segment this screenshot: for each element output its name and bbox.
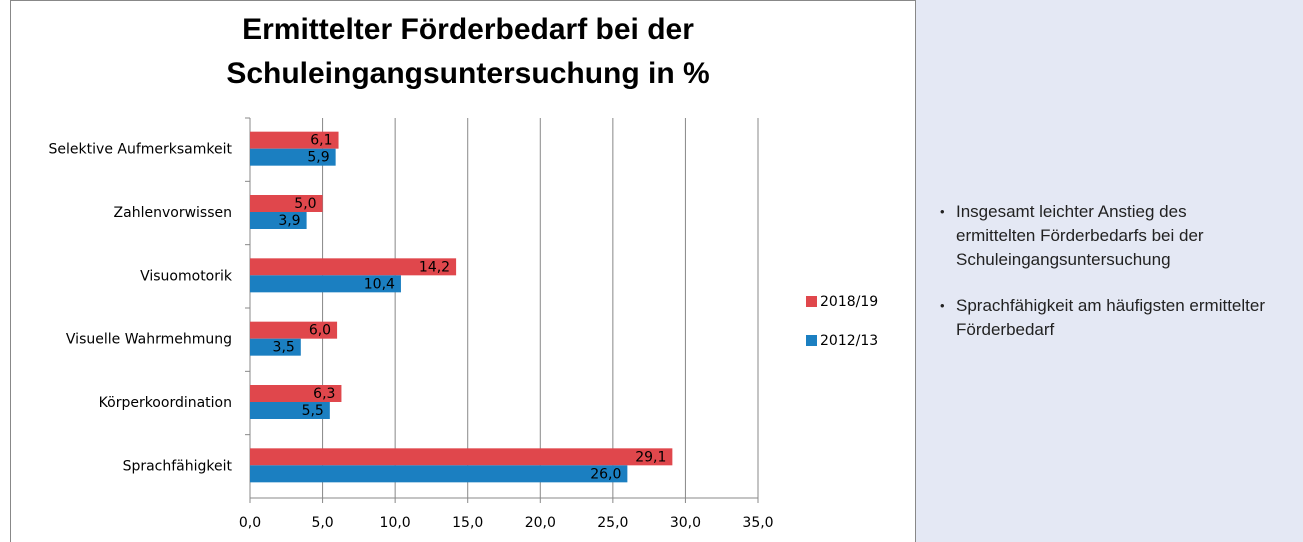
x-tick-label: 15,0 bbox=[452, 515, 483, 531]
x-tick-label: 0,0 bbox=[239, 515, 261, 531]
value-label: 6,0 bbox=[309, 323, 331, 339]
value-label: 3,9 bbox=[278, 213, 300, 229]
bar bbox=[250, 195, 323, 212]
x-tick-label: 10,0 bbox=[380, 515, 411, 531]
x-tick-label: 35,0 bbox=[742, 515, 773, 531]
note: Insgesamt leichter Anstieg des ermittelt… bbox=[938, 200, 1268, 272]
legend-swatch bbox=[806, 296, 817, 307]
value-label: 29,1 bbox=[635, 449, 666, 465]
value-label: 5,5 bbox=[302, 403, 324, 419]
x-tick-label: 20,0 bbox=[525, 515, 556, 531]
value-label: 6,1 bbox=[310, 133, 332, 149]
bar bbox=[250, 275, 401, 293]
note: Sprachfähigkeit am häufigsten ermittelte… bbox=[938, 294, 1268, 342]
value-label: 6,3 bbox=[313, 386, 335, 402]
bar bbox=[250, 402, 330, 419]
bar bbox=[250, 338, 301, 356]
x-tick-label: 25,0 bbox=[597, 515, 628, 531]
y-tick-label: Visuomotorik bbox=[140, 268, 233, 284]
notes-list: Insgesamt leichter Anstieg des ermittelt… bbox=[938, 200, 1268, 364]
y-tick-label: Sprachfähigkeit bbox=[123, 458, 233, 474]
value-label: 3,5 bbox=[273, 340, 295, 356]
bar bbox=[250, 385, 342, 402]
x-tick-label: 5,0 bbox=[311, 515, 333, 531]
value-label: 14,2 bbox=[419, 259, 450, 275]
notes-panel: Insgesamt leichter Anstieg des ermittelt… bbox=[916, 0, 1303, 542]
bar bbox=[250, 212, 307, 229]
legend-label: 2018/19 bbox=[820, 294, 878, 310]
bar bbox=[250, 131, 339, 149]
bar bbox=[250, 321, 338, 339]
y-tick-label: Körperkoordination bbox=[99, 395, 232, 411]
bar bbox=[250, 465, 628, 483]
bar bbox=[250, 148, 336, 166]
x-tick-label: 30,0 bbox=[670, 515, 701, 531]
value-label: 26,0 bbox=[590, 466, 621, 482]
value-label: 5,0 bbox=[294, 196, 316, 212]
bar bbox=[250, 258, 457, 276]
y-tick-label: Selektive Aufmerksamkeit bbox=[49, 142, 233, 158]
value-label: 5,9 bbox=[307, 150, 329, 166]
legend-label: 2012/13 bbox=[820, 333, 878, 349]
y-tick-label: Zahlenvorwissen bbox=[114, 205, 232, 221]
value-label: 10,4 bbox=[364, 276, 395, 292]
bar bbox=[250, 448, 673, 466]
legend-swatch bbox=[806, 335, 817, 346]
y-tick-label: Visuelle Wahrmehmung bbox=[66, 332, 232, 348]
chart-title: Ermittelter Förderbedarf bei der Schulei… bbox=[226, 13, 710, 90]
